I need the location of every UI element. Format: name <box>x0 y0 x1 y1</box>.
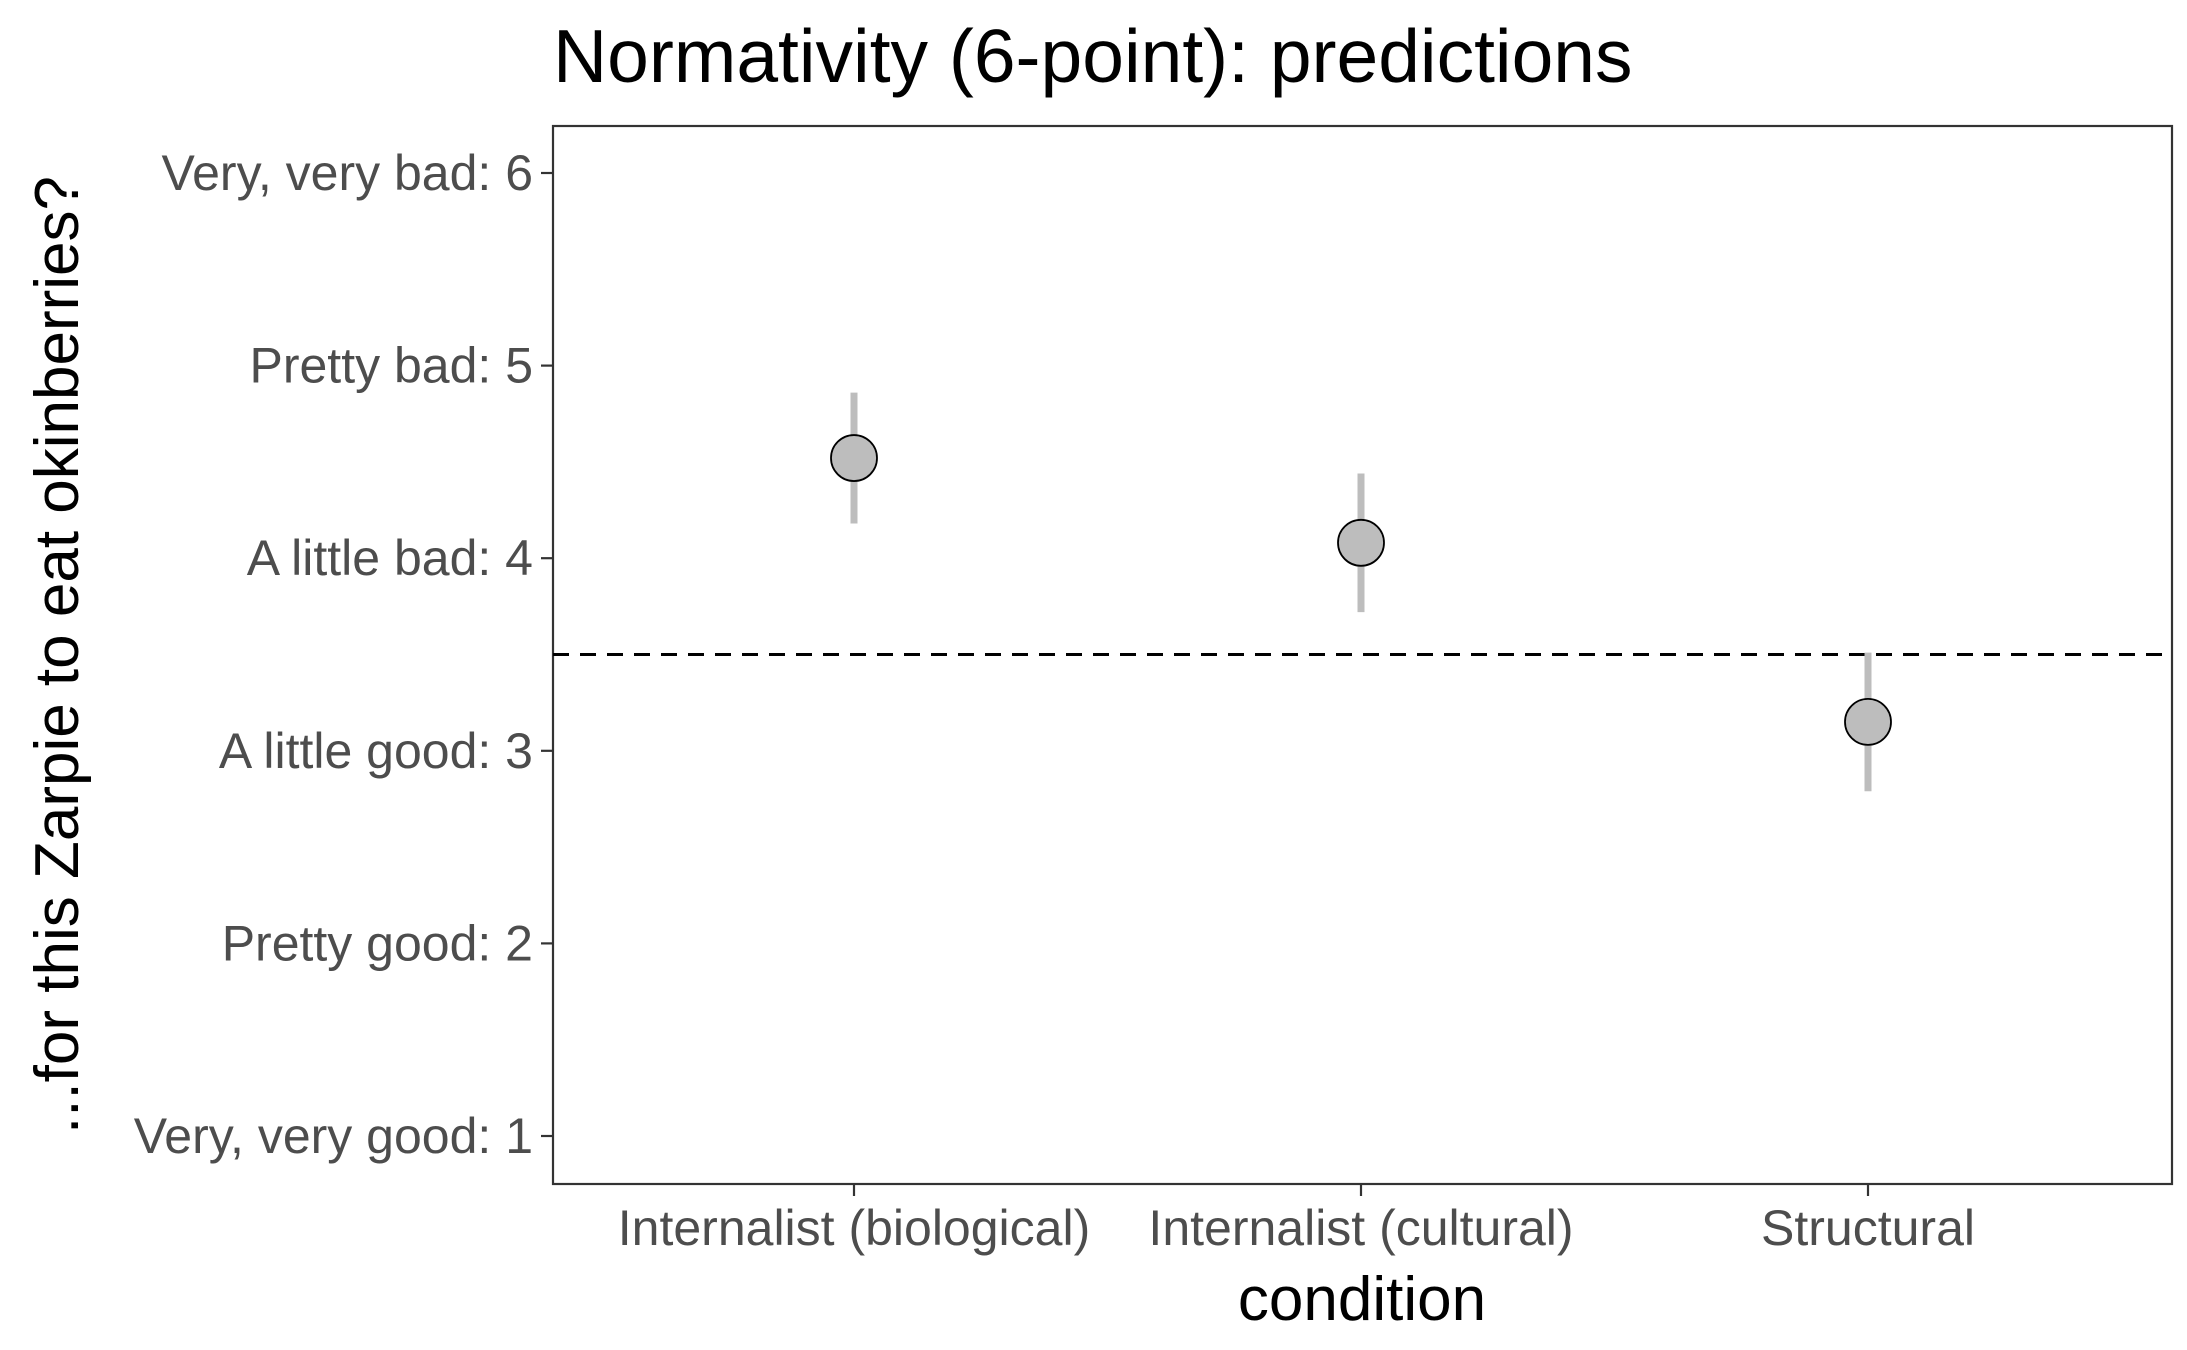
plot-marks <box>553 392 2172 792</box>
chart-title: Normativity (6-point): predictions <box>553 14 1633 98</box>
y-tick-label: A little good: 3 <box>219 723 533 779</box>
data-point <box>1337 518 1385 567</box>
x-axis-title: condition <box>1238 1265 1486 1334</box>
plot-panel <box>551 124 2174 1186</box>
y-tick-label: Pretty good: 2 <box>222 915 533 971</box>
x-tick-label: Internalist (cultural) <box>1148 1200 1573 1256</box>
y-tick-label: Very, very bad: 6 <box>162 145 533 201</box>
y-axis-title: ...for this Zarpie to eat okinberries? <box>23 176 92 1134</box>
x-tick-label: Internalist (biological) <box>618 1200 1090 1256</box>
y-axis: Very, very good: 1 Pretty good: 2 A little… <box>134 145 553 1164</box>
data-point <box>1844 698 1892 746</box>
y-tick-label: Pretty bad: 5 <box>250 338 534 394</box>
x-axis: Internalist (biological) Internalist (cul… <box>618 1184 1975 1256</box>
y-tick-label: A little bad: 4 <box>247 530 533 586</box>
data-point <box>830 434 878 482</box>
y-tick-label: Very, very good: 1 <box>134 1108 533 1164</box>
x-tick-label: Structural <box>1761 1200 1975 1256</box>
